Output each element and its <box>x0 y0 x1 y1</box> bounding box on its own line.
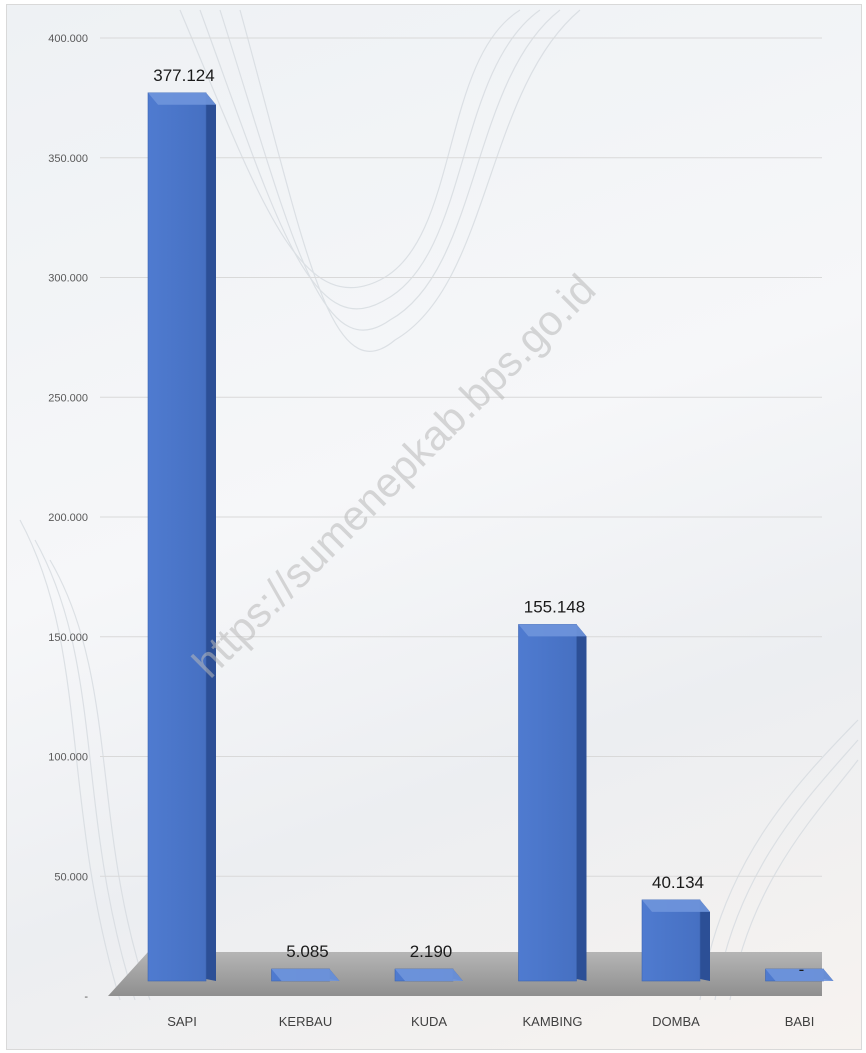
bars: 377.124 5.085 2.190 155.148 40.134 - <box>147 66 834 982</box>
y-tick-label: 50.000 <box>54 871 88 883</box>
y-tick-label: - <box>84 991 88 1003</box>
bar-babi <box>765 968 834 982</box>
gridlines <box>100 37 822 877</box>
watermark: https://sumenepkab.bps.go.id <box>183 265 604 686</box>
bar-side <box>700 899 710 981</box>
x-tick-label: SAPI <box>167 1014 197 1029</box>
y-tick-label: 350.000 <box>48 153 88 165</box>
y-tick-label: 200.000 <box>48 512 88 524</box>
data-label: 40.134 <box>652 873 704 892</box>
data-label: 155.148 <box>524 597 585 616</box>
x-tick-label: KAMBING <box>523 1014 583 1029</box>
data-label: 377.124 <box>153 66 214 85</box>
y-tick-label: 300.000 <box>48 273 88 285</box>
bar-front <box>147 92 207 982</box>
bar-top <box>271 969 340 981</box>
y-axis: - 50.000 100.000 150.000 200.000 250.000 300.0… <box>48 33 88 1003</box>
x-tick-label: KUDA <box>411 1014 447 1029</box>
bar-top <box>148 92 216 105</box>
bar-sapi <box>147 92 216 982</box>
data-label: - <box>799 960 805 979</box>
bar-kuda <box>394 968 463 982</box>
x-axis: SAPI KERBAU KUDA KAMBING DOMBA BABI <box>167 1014 814 1029</box>
bar-front <box>641 899 701 982</box>
bar-top <box>395 969 463 981</box>
bar-top <box>518 624 587 637</box>
bar-kerbau <box>271 968 340 982</box>
data-label: 2.190 <box>410 942 453 961</box>
data-label: 5.085 <box>286 942 329 961</box>
x-tick-label: KERBAU <box>279 1014 332 1029</box>
bar-side <box>206 92 216 981</box>
bar-side <box>576 624 587 981</box>
y-tick-label: 250.000 <box>48 392 88 404</box>
background-decoration <box>19 9 859 1001</box>
bar-domba <box>641 899 710 982</box>
x-tick-label: DOMBA <box>652 1014 700 1029</box>
bar-front <box>518 624 577 982</box>
y-tick-label: 400.000 <box>48 33 88 45</box>
bar-kambing <box>518 624 587 982</box>
y-tick-label: 150.000 <box>48 632 88 644</box>
y-tick-label: 100.000 <box>48 752 88 764</box>
bar-top <box>642 899 710 912</box>
x-tick-label: BABI <box>785 1014 815 1029</box>
bar-top <box>765 969 834 981</box>
